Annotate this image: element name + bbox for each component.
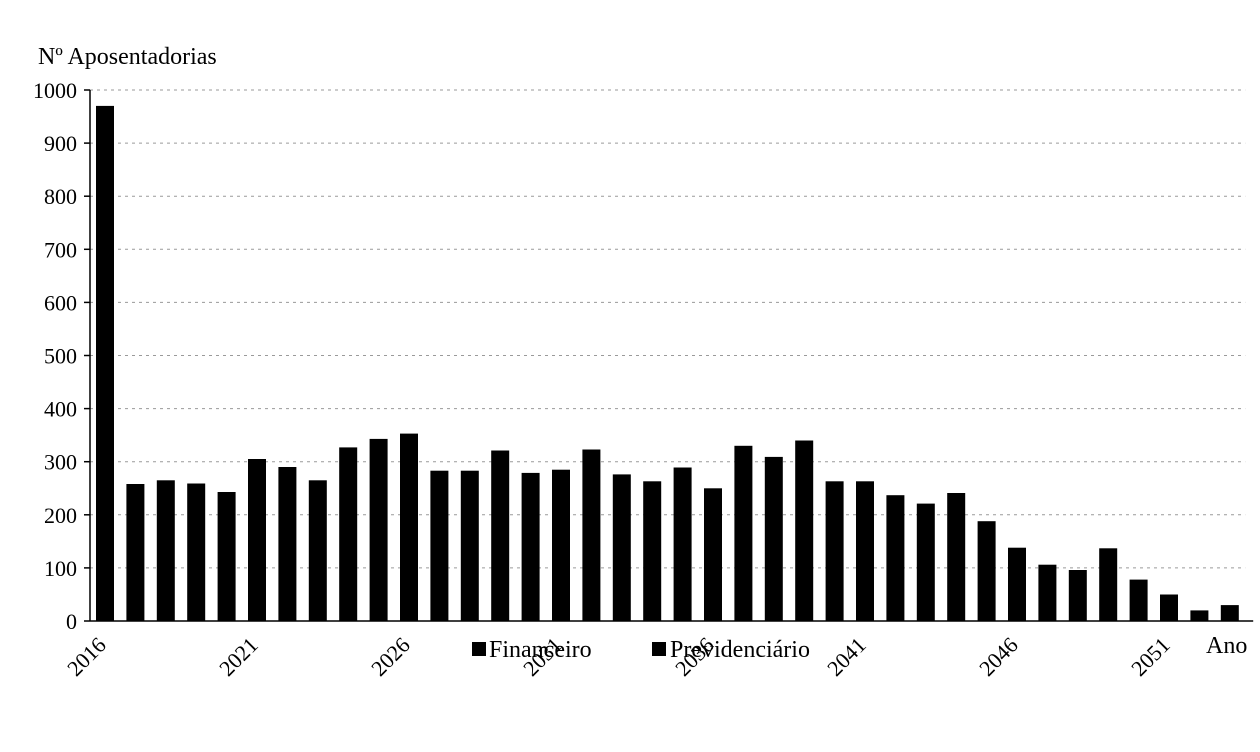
x-tick-labels: 2016 2021 2026 2031 2036 2041 2046 2051 [62,632,1175,681]
axes [84,89,1254,622]
bar-2053 [1220,605,1239,621]
y-tick-labels: 0 100 200 300 400 500 600 700 800 900 1000 [33,78,77,634]
bar-2021 [248,459,266,621]
bar-2052 [1190,610,1209,621]
bar-2029 [491,450,510,621]
x-tick-label: 2026 [366,632,415,681]
bar-2041 [856,481,874,621]
bar-2051 [1160,594,1178,621]
bar-2028 [460,470,479,621]
y-tick-label: 900 [44,131,77,156]
bar-2016 [96,105,114,621]
bar-2048 [1068,570,1087,621]
bar-2027 [430,470,449,621]
y-axis-label: Nº Aposentadorias [38,44,217,70]
y-tick-label: 600 [44,290,77,315]
bar-2024 [339,447,358,621]
y-tick-label: 1000 [33,78,77,103]
y-tick-label: 100 [44,556,77,581]
bar-2020 [217,492,236,621]
bar-2030 [521,472,540,621]
bar-2038 [764,456,783,621]
bar-2023 [308,480,327,621]
legend-label-financeiro: Financeiro [489,637,592,663]
bar-2025 [369,438,388,621]
legend-swatch-financeiro [472,642,486,656]
bar-2042 [886,495,905,621]
bars [96,105,1239,622]
y-tick-label: 200 [44,503,77,528]
y-tick-label: 700 [44,237,77,262]
bar-2035 [673,467,692,621]
x-tick-label: 2021 [214,632,263,681]
y-tick-label: 0 [66,609,77,634]
bar-2036 [704,488,722,622]
bar-2045 [977,521,996,621]
bar-2019 [187,483,206,621]
x-tick-label: 2051 [1126,632,1175,681]
y-tick-label: 800 [44,184,77,209]
y-tick-label: 500 [44,344,77,369]
bar-2034 [643,481,662,621]
x-tick-label: 2016 [62,632,111,681]
bar-2031 [552,469,570,621]
y-tick-label: 400 [44,397,77,422]
bar-2032 [582,449,601,621]
x-tick-label: 2046 [974,632,1023,681]
legend-swatch-previdenciario [652,642,666,656]
legend: Financeiro Previdenciário [472,637,810,663]
y-tick-label: 300 [44,450,77,475]
bar-2040 [825,481,844,621]
bar-2050 [1129,579,1148,621]
bar-2033 [612,474,631,621]
bar-2037 [734,445,753,621]
legend-label-previdenciario: Previdenciário [670,637,810,663]
x-axis-label: Ano [1206,633,1247,659]
bar-2022 [278,467,297,621]
bar-2026 [400,433,418,621]
bar-2039 [795,440,814,621]
bar-2049 [1099,548,1118,621]
bar-2047 [1038,564,1057,621]
bar-2018 [156,480,175,621]
bar-2017 [126,484,145,621]
bar-2044 [947,493,966,621]
bar-2043 [916,503,935,621]
bar-2046 [1008,547,1026,621]
x-tick-label: 2041 [822,632,871,681]
